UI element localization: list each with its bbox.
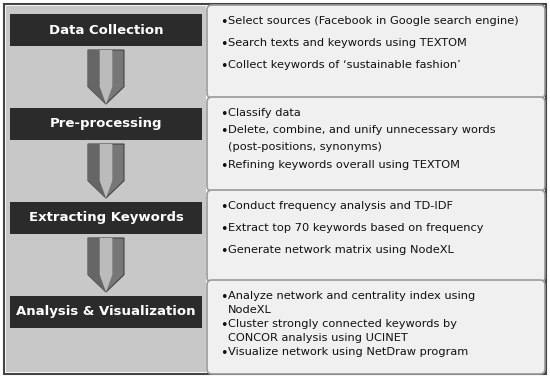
- Text: Analyze network and centrality index using: Analyze network and centrality index usi…: [228, 291, 475, 301]
- Text: Extract top 70 keywords based on frequency: Extract top 70 keywords based on frequen…: [228, 223, 483, 233]
- Text: NodeXL: NodeXL: [228, 305, 272, 315]
- Polygon shape: [88, 50, 106, 104]
- Text: Delete, combine, and unify unnecessary words: Delete, combine, and unify unnecessary w…: [228, 125, 496, 135]
- Text: Search texts and keywords using TEXTOM: Search texts and keywords using TEXTOM: [228, 38, 467, 48]
- Bar: [6, 6, 206, 372]
- Polygon shape: [88, 238, 124, 292]
- Polygon shape: [88, 144, 124, 198]
- Text: Analysis & Visualization: Analysis & Visualization: [16, 305, 196, 319]
- Text: •: •: [220, 319, 228, 332]
- Text: CONCOR analysis using UCINET: CONCOR analysis using UCINET: [228, 333, 408, 343]
- Text: •: •: [220, 160, 228, 173]
- Text: Cluster strongly connected keywords by: Cluster strongly connected keywords by: [228, 319, 457, 329]
- Text: (post-positions, synonyms): (post-positions, synonyms): [228, 143, 382, 152]
- Text: •: •: [220, 223, 228, 236]
- Polygon shape: [88, 144, 106, 198]
- Text: •: •: [220, 245, 228, 258]
- Bar: [10, 108, 202, 140]
- FancyBboxPatch shape: [207, 5, 545, 98]
- FancyBboxPatch shape: [207, 190, 545, 282]
- Text: Visualize network using NetDraw program: Visualize network using NetDraw program: [228, 347, 468, 357]
- FancyBboxPatch shape: [207, 280, 545, 374]
- Text: Pre-processing: Pre-processing: [50, 118, 162, 130]
- Bar: [10, 296, 202, 328]
- Text: Refining keywords overall using TEXTOM: Refining keywords overall using TEXTOM: [228, 160, 460, 170]
- Text: •: •: [220, 16, 228, 29]
- Text: •: •: [220, 291, 228, 304]
- Text: Collect keywords of ‘sustainable fashion’: Collect keywords of ‘sustainable fashion…: [228, 60, 461, 70]
- FancyBboxPatch shape: [4, 4, 546, 374]
- Text: •: •: [220, 125, 228, 138]
- Text: Generate network matrix using NodeXL: Generate network matrix using NodeXL: [228, 245, 454, 255]
- Polygon shape: [88, 50, 124, 104]
- Text: Select sources (Facebook in Google search engine): Select sources (Facebook in Google searc…: [228, 16, 519, 26]
- Text: Conduct frequency analysis and TD-IDF: Conduct frequency analysis and TD-IDF: [228, 201, 453, 211]
- Text: Classify data: Classify data: [228, 108, 301, 118]
- Text: •: •: [220, 38, 228, 51]
- Polygon shape: [100, 238, 112, 292]
- Text: Extracting Keywords: Extracting Keywords: [29, 212, 184, 225]
- Polygon shape: [88, 238, 106, 292]
- FancyBboxPatch shape: [207, 97, 545, 191]
- Polygon shape: [100, 50, 112, 104]
- Text: Data Collection: Data Collection: [49, 23, 163, 37]
- Text: •: •: [220, 201, 228, 214]
- Bar: [10, 202, 202, 234]
- Polygon shape: [100, 144, 112, 198]
- Bar: [10, 14, 202, 46]
- Text: •: •: [220, 60, 228, 73]
- Text: •: •: [220, 108, 228, 121]
- Text: •: •: [220, 347, 228, 360]
